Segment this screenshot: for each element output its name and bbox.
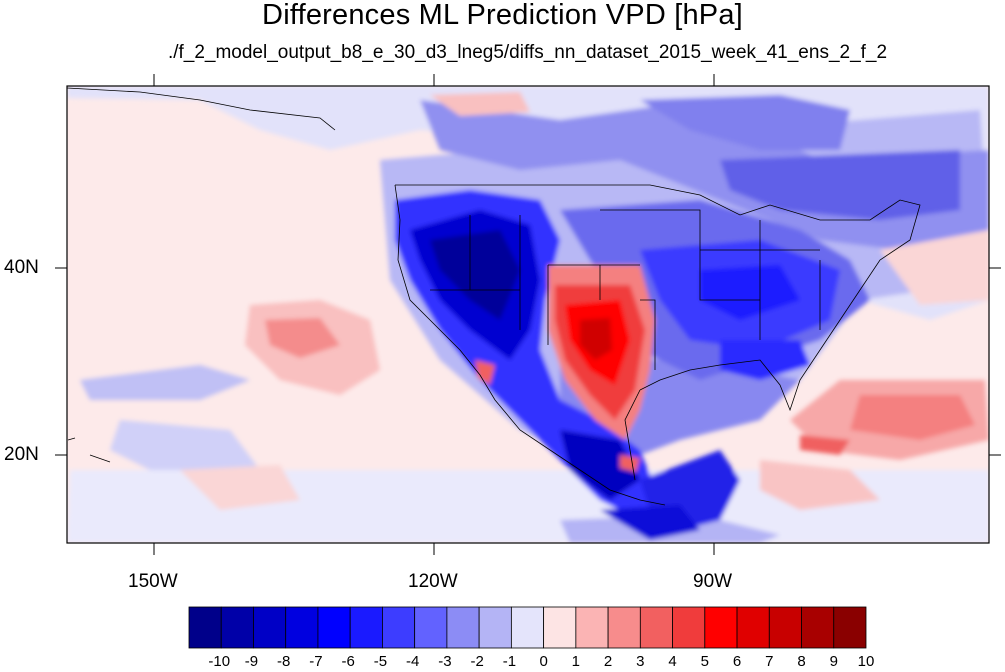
colorbar-box: [768, 606, 802, 649]
colorbar-label: -6: [341, 653, 355, 670]
colorbar-label: 3: [636, 653, 645, 670]
colorbar-box: [833, 606, 867, 649]
colorbar-label: 0: [539, 653, 548, 670]
colorbar-box: [349, 606, 383, 649]
lon-label-90w: 90W: [693, 571, 733, 592]
colorbar-label: 10: [857, 653, 875, 670]
colorbar-label: 5: [700, 653, 709, 670]
colorbar-label: -8: [277, 653, 291, 670]
colorbar-box: [414, 606, 448, 649]
colorbar-label: 8: [797, 653, 806, 670]
chart-title: Differences ML Prediction VPD [hPa]: [262, 0, 743, 31]
lon-label-150w: 150W: [128, 571, 178, 592]
colorbar-label: 7: [765, 653, 774, 670]
colorbar-label: -10: [208, 653, 231, 670]
colorbar-box: [801, 606, 835, 649]
colorbar-label: 1: [571, 653, 581, 670]
colorbar-box: [736, 606, 770, 649]
colorbar-label: 2: [603, 653, 613, 670]
colorbar-label: -2: [470, 653, 484, 670]
lon-label-120w: 120W: [408, 571, 458, 592]
colorbar-label: 6: [732, 653, 742, 670]
colorbar-box: [510, 606, 545, 649]
colorbar-label: -5: [373, 653, 388, 670]
colorbar-box: [639, 606, 673, 649]
colorbar-label: 4: [668, 653, 677, 670]
vpd-difference-map: [55, 74, 1001, 555]
colorbar-box: [704, 606, 738, 649]
colorbar: [188, 606, 867, 649]
colorbar-box: [575, 606, 609, 649]
map-frame: [66, 85, 990, 544]
colorbar-box: [672, 606, 706, 649]
colorbar-box: [285, 606, 319, 649]
colorbar-label: -7: [309, 653, 323, 670]
colorbar-box: [188, 606, 222, 649]
colorbar-box: [220, 606, 254, 649]
colorbar-label: 9: [829, 653, 838, 670]
chart-subtitle: ./f_2_model_output_b8_e_30_d3_lneg5/diff…: [167, 42, 888, 63]
lat-label-40n: 40N: [4, 257, 39, 278]
colorbar-box: [253, 606, 287, 649]
axis-ticks: [55, 74, 1001, 555]
colorbar-box: [446, 606, 480, 649]
colorbar-box: [607, 606, 641, 649]
colorbar-label: -9: [244, 653, 259, 670]
map-field: [67, 86, 989, 543]
colorbar-box: [382, 606, 416, 649]
lat-label-20n: 20N: [4, 444, 39, 465]
colorbar-label: -1: [502, 653, 517, 670]
colorbar-box: [543, 606, 577, 649]
colorbar-box: [478, 606, 512, 649]
colorbar-box: [317, 606, 351, 649]
colorbar-label: -3: [438, 653, 452, 670]
colorbar-label: -4: [405, 653, 420, 670]
